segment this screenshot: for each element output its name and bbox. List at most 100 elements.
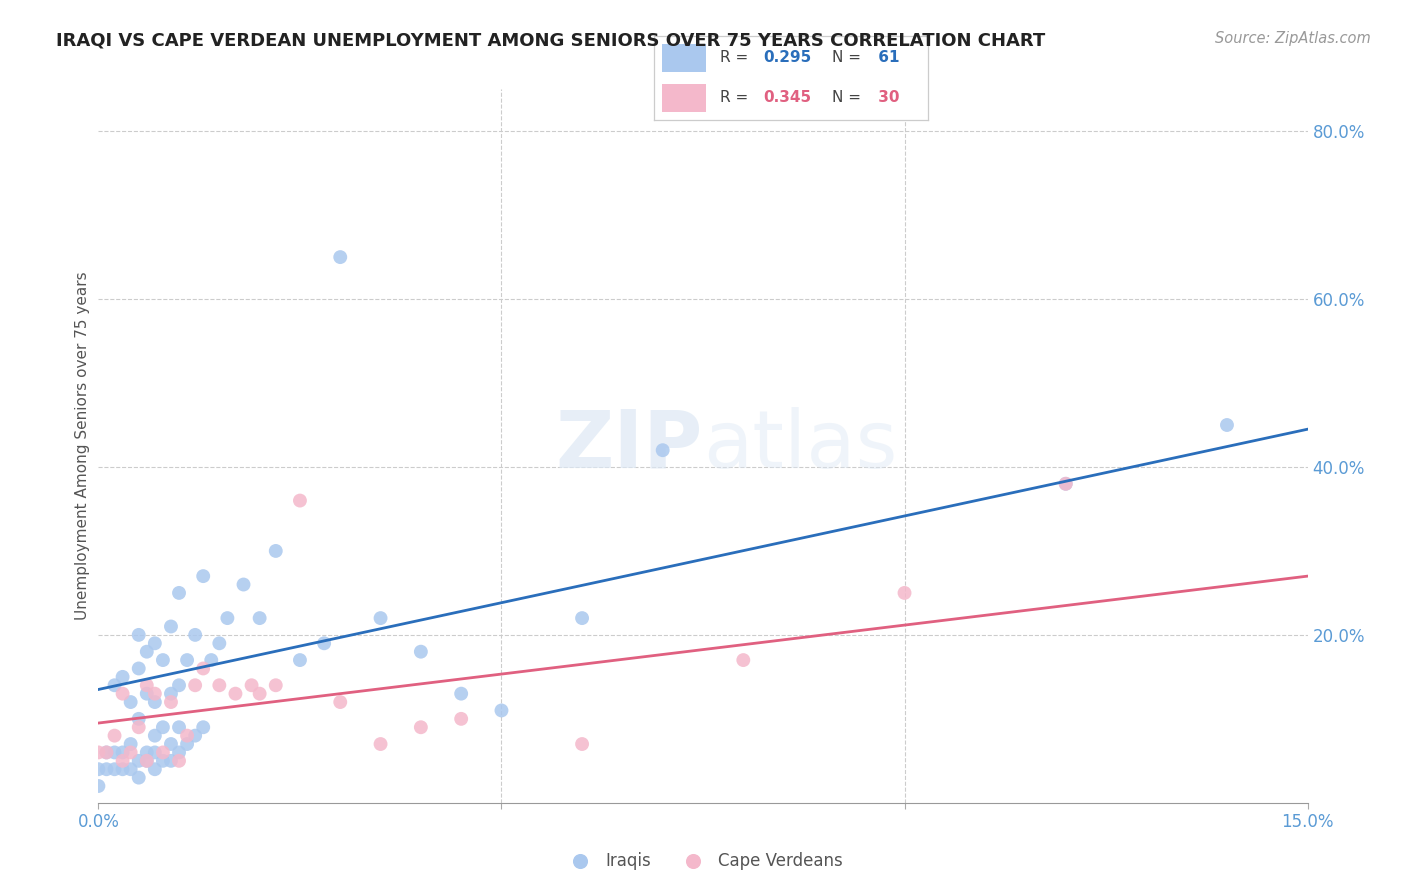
Point [651,443,673,458]
Point [288,493,311,508]
Point [135,678,157,692]
Point [176,653,198,667]
Point [193,569,215,583]
Text: R =: R = [720,90,752,105]
Point [128,771,150,785]
Point [143,762,166,776]
Point [87,762,110,776]
Point [128,720,150,734]
Point [167,586,190,600]
Point [160,619,183,633]
Point [491,703,513,717]
Point [111,762,134,776]
Point [152,746,174,760]
Point [152,653,174,667]
Point [152,720,174,734]
Point [143,729,166,743]
Point [96,746,118,760]
FancyBboxPatch shape [662,84,706,112]
Text: 61: 61 [873,50,900,65]
Point [152,754,174,768]
Point [733,653,755,667]
Text: Source: ZipAtlas.com: Source: ZipAtlas.com [1215,31,1371,46]
Point [208,636,231,650]
Point [1216,417,1239,432]
Point [200,653,222,667]
Point [571,737,593,751]
Point [409,720,432,734]
Point [1054,476,1077,491]
Point [571,611,593,625]
Point [184,729,207,743]
Point [120,737,142,751]
Text: ZIP: ZIP [555,407,703,485]
Point [160,754,183,768]
Point [217,611,239,625]
Point [167,678,190,692]
Point [143,636,166,650]
Point [120,746,142,760]
Point [450,712,472,726]
Point [135,746,157,760]
Point [135,645,157,659]
Point [224,687,246,701]
Text: 0.345: 0.345 [763,90,811,105]
Point [160,737,183,751]
Text: 0.295: 0.295 [763,50,811,65]
Text: N =: N = [832,90,866,105]
Point [87,746,110,760]
Point [135,754,157,768]
Point [193,661,215,675]
Point [111,670,134,684]
Point [143,746,166,760]
Point [167,746,190,760]
Point [160,687,183,701]
Point [288,653,311,667]
Point [128,628,150,642]
Point [128,754,150,768]
Point [87,779,110,793]
Text: atlas: atlas [703,407,897,485]
Point [409,645,432,659]
Point [329,250,352,264]
Point [240,678,263,692]
Point [249,687,271,701]
Point [193,720,215,734]
Point [264,678,287,692]
Point [111,687,134,701]
Point [128,712,150,726]
Point [249,611,271,625]
Point [120,695,142,709]
Point [314,636,336,650]
Point [120,762,142,776]
Text: IRAQI VS CAPE VERDEAN UNEMPLOYMENT AMONG SENIORS OVER 75 YEARS CORRELATION CHART: IRAQI VS CAPE VERDEAN UNEMPLOYMENT AMONG… [56,31,1046,49]
Point [176,737,198,751]
Point [450,687,472,701]
Point [370,611,392,625]
Point [167,754,190,768]
Point [96,746,118,760]
Point [329,695,352,709]
Point [103,762,125,776]
Text: N =: N = [832,50,866,65]
Point [232,577,254,591]
Text: R =: R = [720,50,752,65]
Point [176,729,198,743]
Point [103,729,125,743]
Point [103,678,125,692]
Point [135,754,157,768]
Point [184,678,207,692]
Point [143,695,166,709]
Point [111,746,134,760]
FancyBboxPatch shape [662,45,706,72]
Point [184,628,207,642]
Point [96,762,118,776]
Point [135,687,157,701]
Point [1054,476,1077,491]
Point [264,544,287,558]
Point [370,737,392,751]
Point [103,746,125,760]
Point [128,661,150,675]
Point [160,695,183,709]
Point [111,754,134,768]
